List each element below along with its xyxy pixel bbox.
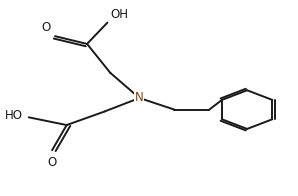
Text: O: O — [42, 21, 51, 34]
Text: OH: OH — [110, 8, 128, 21]
Text: O: O — [47, 156, 57, 169]
Text: N: N — [135, 92, 144, 104]
Text: HO: HO — [5, 109, 23, 122]
